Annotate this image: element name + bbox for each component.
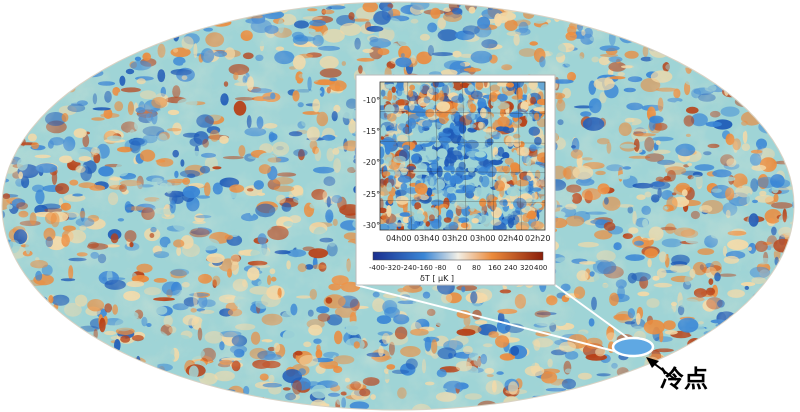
- x-tick-6: 02h20: [525, 234, 551, 243]
- cb-tick-6: 0: [457, 264, 462, 272]
- colorbar: [372, 251, 544, 261]
- arrow-line: [651, 361, 677, 381]
- cb-tick-5: -80: [435, 264, 447, 272]
- x-tick-4: 03h00: [470, 234, 496, 243]
- colorbar-label: δT [ μK ]: [420, 274, 454, 283]
- x-tick-3: 03h20: [442, 234, 468, 243]
- cb-tick-7: 80: [472, 264, 481, 272]
- cb-tick-10: 320: [520, 264, 534, 272]
- zoom-line-right: [554, 284, 629, 339]
- cb-tick-8: 160: [488, 264, 502, 272]
- cb-tick-3: -240: [401, 264, 417, 272]
- cold-spot-label: 冷点: [660, 365, 708, 393]
- x-tick-5: 02h40: [498, 234, 524, 243]
- cb-tick-2: -320: [385, 264, 401, 272]
- y-tick-2: -15°: [363, 127, 381, 136]
- cb-tick-1: -400: [369, 264, 385, 272]
- cold-spot-marker: [611, 336, 655, 358]
- x-tick-1: 04h00: [386, 234, 412, 243]
- y-tick-3: -20°: [363, 158, 381, 167]
- inset-map: [380, 82, 545, 230]
- y-tick-4: -25°: [363, 190, 381, 199]
- arrow-head-icon: [646, 357, 659, 368]
- zoom-line-left: [355, 284, 619, 353]
- cb-tick-4: -160: [417, 264, 433, 272]
- cb-tick-9: 240: [504, 264, 518, 272]
- y-tick-1: -10°: [363, 96, 381, 105]
- cb-tick-11: 400: [534, 264, 548, 272]
- x-tick-2: 03h40: [414, 234, 440, 243]
- y-tick-5: -30°: [363, 221, 381, 230]
